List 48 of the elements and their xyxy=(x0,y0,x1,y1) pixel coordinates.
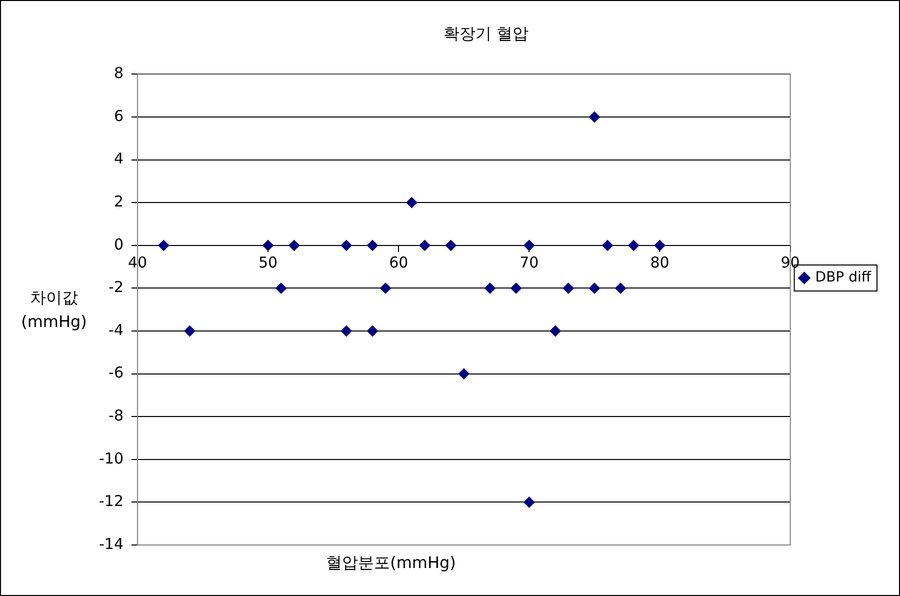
point xyxy=(510,282,522,294)
point xyxy=(562,282,574,294)
y-tick-label: 2 xyxy=(114,192,124,210)
y-tick-label: -4 xyxy=(108,320,124,339)
x-tick-label: 40 xyxy=(128,253,148,272)
y-tick-label: 8 xyxy=(114,64,124,82)
point xyxy=(445,240,456,251)
y-tick-label: 0 xyxy=(114,235,124,254)
y-tick-label: 4 xyxy=(114,150,124,168)
chart-title: 확장기 혈압 xyxy=(443,24,529,43)
y-tick-label: -10 xyxy=(99,449,124,468)
x-tick-label: 80 xyxy=(650,253,670,272)
point xyxy=(184,326,196,336)
point xyxy=(288,240,300,251)
point xyxy=(628,240,640,251)
point xyxy=(550,326,561,336)
point xyxy=(419,240,430,251)
point xyxy=(588,112,600,122)
y-tick-label: -2 xyxy=(108,278,124,296)
x-axis-title: 혈압분포(mmHg) xyxy=(325,553,457,574)
legend-label: DBP diff xyxy=(815,270,872,286)
point xyxy=(524,240,535,251)
x-tick-label: 50 xyxy=(258,253,278,272)
point xyxy=(276,282,287,294)
point xyxy=(340,326,352,336)
y-tick-label: -6 xyxy=(108,364,124,382)
y-tick-label: 6 xyxy=(114,106,124,125)
point xyxy=(262,240,274,251)
point xyxy=(367,326,378,336)
point xyxy=(654,240,666,251)
y-axis-title: 차이값 (mmHg) xyxy=(20,287,88,333)
point xyxy=(602,240,614,251)
x-tick-label: 70 xyxy=(520,253,539,272)
point xyxy=(484,282,496,294)
y-tick-label: -12 xyxy=(99,492,124,510)
point xyxy=(367,240,378,251)
point xyxy=(524,496,535,508)
y-tick-label: -8 xyxy=(108,406,124,424)
point xyxy=(380,282,392,294)
x-tick-label: 60 xyxy=(389,253,408,272)
point xyxy=(588,282,600,294)
point xyxy=(406,197,418,208)
x-tick-label: 90 xyxy=(780,253,800,272)
point xyxy=(615,282,626,294)
y-tick-label: -14 xyxy=(99,534,124,553)
point xyxy=(158,240,170,251)
point xyxy=(340,240,352,251)
point xyxy=(458,368,470,380)
